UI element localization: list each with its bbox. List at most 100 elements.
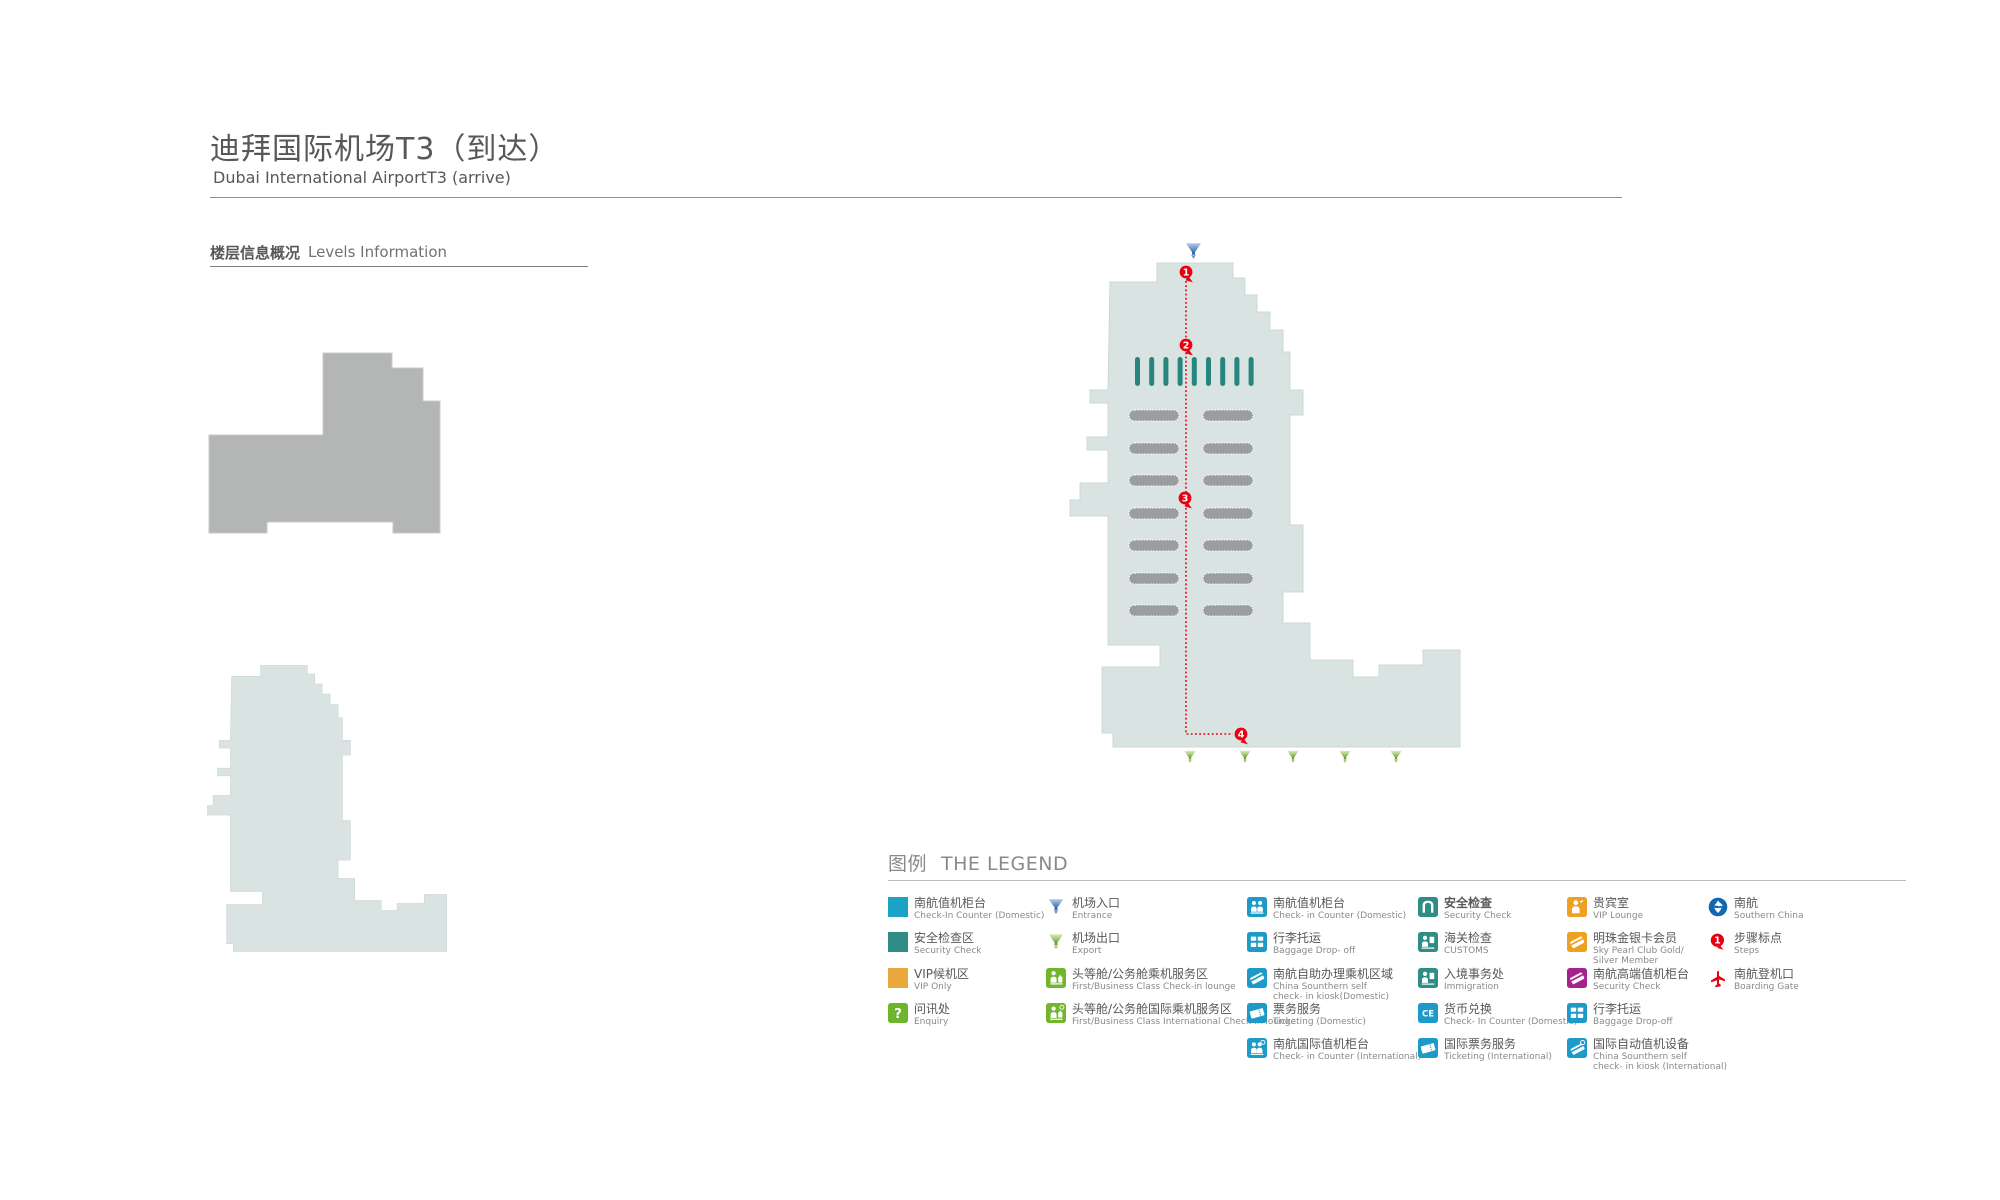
legend-item: 南航 Southern China [1708,897,1804,921]
floorplan-map: 1 2 3 4 [1069,243,1461,763]
immigration-gate-bar [1220,357,1226,386]
legend-label-en: CUSTOMS [1444,945,1489,956]
svg-text:?: ? [894,1006,902,1022]
legend-label-zh: 南航国际值机柜台 [1273,1037,1370,1051]
legend-label-en: Baggage Drop-off [1593,1016,1673,1027]
legend-label-zh: 海关检查 [1444,931,1493,945]
legend-item: 机场入口 Entrance [1046,897,1120,921]
legend-item: 海关检查 CUSTOMS [1418,932,1492,956]
checkin-counter-intl-icon [1247,1038,1267,1058]
checkin-counter-bar [1202,474,1254,487]
svg-text:1: 1 [1714,936,1721,947]
legend-label-zh: 南航登机口 [1734,967,1795,981]
legend-item: ? 问讯处 Enquiry [888,1003,950,1027]
page-title: 迪拜国际机场T3（到达） [210,132,560,167]
floorplan-outline [1069,262,1461,748]
other-level-outline [208,352,441,534]
legend-label-en: VIP Only [914,981,952,992]
sky-pearl-member-icon [1567,932,1587,952]
ticketing-intl-icon [1418,1038,1438,1058]
legend-item: 安全检查 Security Check [1418,897,1512,921]
legend-label-en: Security Check [1593,981,1661,992]
level-map-arrival-floor [207,665,447,952]
legend-label-en: Ticketing (International) [1444,1051,1552,1062]
legend-label-zh: 行李托运 [1273,931,1322,945]
legend-label-en: China Sounthern self check- in kiosk (In… [1593,1051,1727,1072]
checkin-counter-bar [1128,539,1180,552]
legend-label-zh: 贵宾室 [1593,896,1630,910]
legend-label-zh: 机场入口 [1072,896,1121,910]
level-map-other-floor [208,352,441,534]
china-southern-logo-icon [1708,897,1728,917]
legend-label-zh: 步骤标点 [1734,931,1783,945]
first-business-intl-lounge-icon [1046,1003,1066,1023]
legend-label-en: VIP Lounge [1593,910,1644,921]
checkin-counter-bar [1128,507,1180,520]
security-check-icon [1418,897,1438,917]
checkin-counter-domestic-swatch [888,897,908,917]
page-subtitle: Dubai International AirportT3 (arrive) [213,168,511,187]
legend-item: 1 步骤标点 Steps [1708,932,1782,956]
legend-label-en: First/Business Class Check-in lounge [1072,981,1236,992]
legend-item: 入境事务处 Immigration [1418,968,1504,992]
legend-label-en: Entrance [1072,910,1113,921]
immigration-gate-bar [1191,357,1197,386]
legend-label-en: Steps [1734,945,1760,956]
entrance-cone-icon [1185,243,1202,259]
legend-label-en: Check- In Counter (Domestic) [1444,1016,1578,1027]
legend-item: 行李托运 Baggage Drop-off [1567,1003,1673,1027]
baggage-dropoff-icon [1247,932,1267,952]
route-path [1185,281,1233,735]
legend-item: 行李托运 Baggage Drop- off [1247,932,1355,956]
self-checkin-kiosk-intl-icon [1567,1038,1587,1058]
legend-label-zh: 南航高端值机柜台 [1593,967,1690,981]
legend-item: VIP候机区 VIP Only [888,968,969,992]
legend-label-zh: 明珠金银卡会员 [1593,931,1678,945]
legend-label-zh: 南航值机柜台 [914,896,987,910]
legend-label-zh: 行李托运 [1593,1002,1642,1016]
immigration-gate-bar [1206,357,1211,386]
legend-label-zh: 国际自动值机设备 [1593,1037,1690,1051]
legend-label-en: Ticketing (Domestic) [1273,1016,1366,1027]
svg-text:4: 4 [1238,729,1245,740]
legend-item: 南航值机柜台 Check-In Counter (Domestic) [888,897,1044,921]
checkin-counter-bar [1128,474,1180,487]
levels-divider [210,266,588,267]
legend-label-zh: 头等舱/公务舱国际乘机服务区 [1072,1002,1233,1016]
legend-label-zh: 机场出口 [1072,931,1121,945]
route-marker-3: 3 [1178,491,1192,509]
legend-label-zh: 安全检查区 [914,931,975,945]
levels-section-label-en: Levels Information [308,243,448,261]
premium-checkin-counter-icon [1567,968,1587,988]
legend-label-en: Check- in Counter (Domestic) [1273,910,1407,921]
immigration-gate-bar [1163,357,1169,386]
immigration-gate-bar [1234,357,1240,386]
legend-label-zh: 货币兑换 [1444,1002,1493,1016]
self-checkin-kiosk-domestic-icon [1247,968,1267,988]
immigration-icon [1418,968,1438,988]
legend-item: 南航登机口 Boarding Gate [1708,968,1799,992]
immigration-gate-bar [1248,357,1254,386]
exit-cone-icon [1287,750,1299,763]
exit-cone-icon [1184,750,1196,763]
legend-item: 头等舱/公务舱国际乘机服务区 First/Business Class Inter… [1046,1003,1296,1027]
legend-label-zh: VIP候机区 [914,967,969,981]
vip-only-swatch [888,968,908,988]
legend-label-en: Southern China [1734,910,1804,921]
legend-label-en: Boarding Gate [1734,981,1799,992]
legend-label-en: First/Business Class International Check… [1072,1016,1297,1027]
legend-label-zh: 南航 [1734,896,1759,910]
svg-text:CE: CE [1422,1009,1434,1019]
legend-title-zh: 图例 [888,853,928,875]
immigration-gate-bar [1135,357,1140,386]
legend-item: 贵宾室 VIP Lounge [1567,897,1643,921]
legend-item: 安全检查区 Security Check [888,932,982,956]
route-marker-4: 4 [1234,727,1248,745]
ticketing-domestic-icon [1247,1003,1267,1023]
legend-item: 南航国际值机柜台 Check- in Counter (International… [1247,1038,1421,1062]
legend-title-en: THE LEGEND [941,853,1069,875]
legend-label-zh: 入境事务处 [1444,967,1505,981]
customs-icon [1418,932,1438,952]
legend-label-zh: 安全检查 [1444,896,1493,910]
